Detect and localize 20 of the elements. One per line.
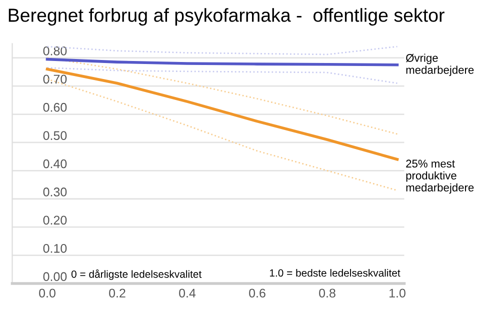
y-tick-label: 0.60	[43, 102, 67, 112]
y-tick-label: 0.50	[43, 131, 67, 140]
y-tick-label: 0.30	[43, 188, 67, 196]
y-tick-label: 0.80	[43, 46, 67, 56]
series-label: Øvrige medarbejdere	[406, 54, 474, 76]
chart-title: Beregnet forbrug af psykofarmaka - offentlige sektor	[8, 8, 444, 26]
x-tick-label: 1.0	[390, 288, 406, 298]
x-tick-label: 0.8	[319, 288, 336, 298]
y-tick-label: 0.40	[43, 159, 67, 168]
y-tick-label: 0.10	[43, 244, 67, 253]
x-tick-label: 0.6	[249, 288, 266, 298]
series-label: 25% mest produktive medarbejdere	[406, 160, 474, 194]
y-tick-label: 0.20	[43, 216, 67, 225]
y-tick-label: 0.70	[43, 74, 67, 84]
y-tick-label: 0.00	[43, 272, 67, 282]
annotation: 0 = dårligste ledelseskvalitet	[71, 269, 202, 280]
annotation: 1.0 = bedste ledelseskvalitet	[270, 268, 400, 277]
x-tick-label: 0.2	[109, 288, 126, 298]
x-tick-label: 0.0	[39, 288, 56, 298]
x-tick-label: 0.4	[179, 288, 196, 298]
